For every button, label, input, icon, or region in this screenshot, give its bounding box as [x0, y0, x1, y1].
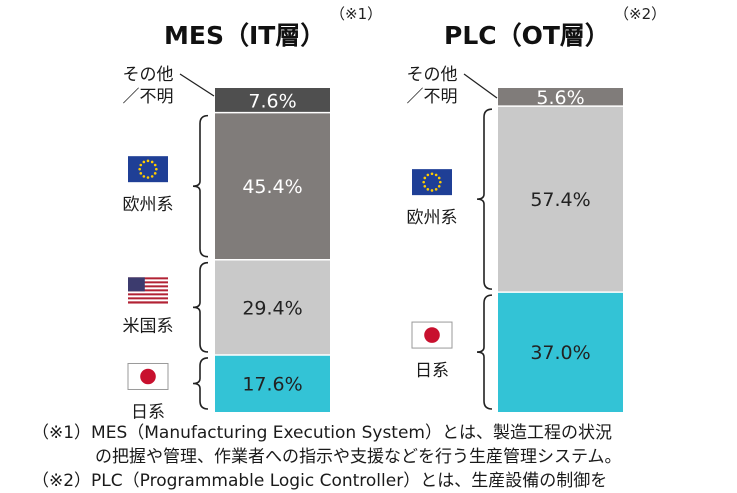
- eu-flag-icon: [412, 169, 452, 196]
- data-label: 29.4%: [242, 297, 302, 319]
- flag-star: [426, 188, 430, 191]
- plc-chart: PLC（OT層）（※2） 37.0% 日系 57.4% 欧州系 5.6% その他／不明: [407, 5, 666, 412]
- flag-star: [153, 163, 157, 167]
- brace-bracket: [192, 114, 209, 258]
- brace-bracket: [476, 108, 493, 290]
- flag-stripe: [128, 283, 168, 286]
- category-label: ／不明: [407, 87, 458, 107]
- bar-segment: [215, 259, 330, 355]
- flag-stripe: [128, 301, 168, 304]
- category-label: その他: [407, 65, 458, 85]
- footnote-1-line-1: （※1）MES（Manufacturing Execution System）と…: [32, 423, 612, 443]
- leader-line: [463, 73, 498, 99]
- bar-segment: [498, 292, 623, 412]
- flag-star: [138, 167, 141, 171]
- flag-stripe: [128, 297, 168, 300]
- category-label: 欧州系: [123, 195, 174, 215]
- footnote-2-line-1: （※2）PLC（Programmable Logic Controller）とは…: [32, 471, 608, 491]
- flag-star: [155, 167, 158, 171]
- data-label: 37.0%: [530, 342, 590, 364]
- flag-star: [150, 160, 154, 164]
- flag-sun: [140, 368, 156, 385]
- flag-star: [153, 172, 157, 175]
- flag-canton: [128, 277, 145, 292]
- flag-star: [146, 159, 150, 163]
- flag-star: [434, 173, 438, 177]
- flag-stripe: [128, 289, 168, 292]
- flag-stripe: [128, 295, 168, 298]
- flag-stripe: [128, 291, 168, 294]
- footnotes: （※1）MES（Manufacturing Execution System）と…: [32, 421, 732, 493]
- category-label: 日系: [131, 402, 165, 422]
- bar-segment: [215, 112, 330, 260]
- data-label: 45.4%: [242, 176, 302, 198]
- brace-bracket: [192, 261, 209, 353]
- bar-segment: [215, 354, 330, 412]
- data-label: 5.6%: [536, 87, 584, 109]
- chart-title: MES（IT層）: [164, 21, 325, 50]
- footnote-mark: （※2）: [614, 5, 666, 23]
- flag-star: [437, 176, 441, 180]
- flag-star: [423, 176, 427, 180]
- flag-star: [139, 163, 143, 167]
- brace-bracket: [476, 294, 493, 410]
- flag-stripe: [128, 285, 168, 288]
- flag-star: [430, 172, 434, 176]
- category-label: 欧州系: [407, 208, 458, 228]
- flag-star: [142, 175, 146, 178]
- flag-star: [437, 184, 441, 188]
- category-label: ／不明: [123, 87, 174, 107]
- category-label: 日系: [415, 361, 449, 381]
- leader-line: [179, 73, 215, 97]
- data-label: 7.6%: [248, 90, 296, 112]
- data-label: 57.4%: [530, 189, 590, 211]
- flag-star: [150, 175, 154, 178]
- flag-star: [422, 180, 425, 184]
- flag-stripe: [128, 279, 168, 282]
- flag-star: [430, 189, 434, 192]
- bar-segment: [215, 88, 330, 113]
- japan-flag-icon: [411, 321, 453, 349]
- flag-stripe: [128, 287, 168, 290]
- flag-star: [423, 184, 427, 188]
- flag-stripe: [128, 293, 168, 296]
- flag-star: [434, 188, 438, 191]
- category-label: その他: [123, 65, 174, 85]
- flag-stripe: [128, 299, 168, 302]
- chart-title: PLC（OT層）: [444, 21, 610, 50]
- mes-chart: MES（IT層） （※1） 17.6% 日系 29.4% 米国系 45.4% 欧州系 7.6% そ…: [123, 5, 383, 422]
- flag-star: [146, 176, 150, 179]
- flag-sun: [424, 327, 440, 343]
- bar-segment: [498, 88, 623, 107]
- flag-stripe: [128, 277, 168, 280]
- flag-star: [142, 160, 146, 164]
- brace-bracket: [192, 357, 209, 410]
- bar-segment: [498, 106, 623, 293]
- japan-flag-icon: [127, 362, 169, 390]
- flag-star: [439, 180, 442, 184]
- flag-star: [139, 172, 143, 175]
- flag-star: [426, 173, 430, 177]
- flag-stripe: [128, 281, 168, 284]
- category-label: 米国系: [123, 316, 174, 336]
- usa-flag-icon: [128, 277, 168, 304]
- eu-flag-icon: [128, 156, 168, 183]
- data-label: 17.6%: [242, 373, 302, 395]
- footnote-1-line-2: の把握や管理、作業者への指示や支援などを行う生産管理システム。: [95, 447, 622, 467]
- footnote-mark: （※1）: [330, 5, 382, 23]
